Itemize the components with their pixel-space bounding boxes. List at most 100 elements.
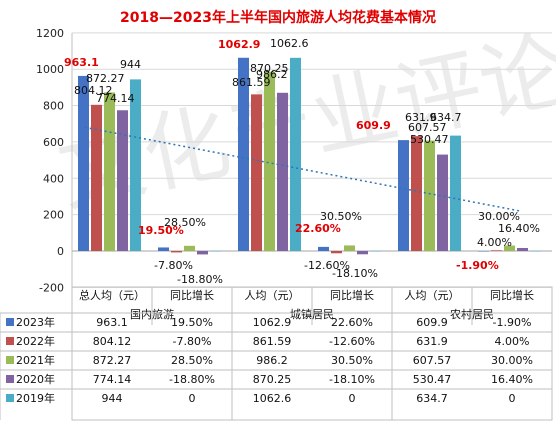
bar-2021年-3 — [344, 245, 355, 251]
data-label-2021年-3: 30.50% — [320, 210, 362, 223]
bar-2021年-5 — [504, 245, 515, 251]
legend-label: 2023年 — [16, 315, 55, 329]
bar-2021年-4 — [424, 140, 435, 251]
table-group-header: 国内旅游 — [130, 307, 174, 321]
table-cell: 634.7 — [416, 392, 448, 405]
y-tick-label: 1200 — [36, 27, 64, 40]
data-labels: 963.1 19.50% 1062.9 22.60% 609.9 -1.90% 804.12… — [64, 37, 540, 286]
table-cell: -7.80% — [173, 335, 212, 348]
data-label-2021年-1: 28.50% — [164, 216, 206, 229]
y-tick-label: 1000 — [36, 63, 64, 76]
bar-2019年-1 — [210, 251, 221, 252]
y-tick-label: 400 — [43, 172, 64, 185]
data-label-2022年-5: 4.00% — [477, 236, 512, 249]
data-label-2020年-3: -18.10% — [332, 267, 378, 280]
bar-2021年-0 — [104, 92, 115, 251]
table-column-header: 人均（元） — [245, 289, 300, 302]
bar-2020年-4 — [437, 154, 448, 251]
data-label-2021年-0: 872.27 — [86, 72, 125, 85]
legend-label: 2019年 — [16, 391, 55, 405]
y-tick-label: 600 — [43, 136, 64, 149]
bar-2019年-2 — [290, 57, 301, 251]
bar-2023年-5 — [478, 251, 489, 252]
data-label-2019年-0: 944 — [120, 58, 141, 71]
data-label-2020年-2: 870.25 — [250, 62, 289, 75]
data-label-2021年-2: 986.2 — [256, 68, 288, 81]
data-label-2022年-4: 631.9 — [405, 111, 437, 124]
bars — [78, 57, 541, 255]
table-cell: 872.27 — [93, 354, 132, 367]
table-cell: 4.00% — [495, 335, 530, 348]
data-label-2020年-1: -18.80% — [177, 273, 223, 286]
table-cell: 861.59 — [253, 335, 292, 348]
table-cell: -18.80% — [169, 373, 215, 386]
table-cell: 1062.6 — [253, 392, 292, 405]
data-label-2020年-4: 530.47 — [410, 133, 449, 146]
bar-2020年-1 — [197, 251, 208, 255]
table-cell: -12.60% — [329, 335, 375, 348]
table-cell: 607.57 — [413, 354, 452, 367]
table-cell: 530.47 — [413, 373, 452, 386]
bar-2020年-2 — [277, 92, 288, 252]
bar-2023年-4 — [398, 140, 409, 251]
y-tick-label: 200 — [43, 209, 64, 222]
table-cell: 30.00% — [491, 354, 533, 367]
table-cell: -18.10% — [329, 373, 375, 386]
table-cell: 22.60% — [331, 316, 373, 329]
table-cell: 870.25 — [253, 373, 292, 386]
table-group-header: 农村居民 — [450, 307, 494, 321]
data-label-2023年-5: -1.90% — [456, 259, 499, 272]
trendline — [84, 126, 521, 212]
bar-2022年-0 — [91, 104, 102, 252]
table-cell: 19.50% — [171, 316, 213, 329]
data-label-2021年-4: 607.57 — [408, 121, 447, 134]
data-label-2023年-1: 19.50% — [138, 224, 184, 237]
data-label-2023年-0: 963.1 — [64, 56, 99, 69]
y-tick-label: -200 — [39, 281, 64, 294]
table-cell: 631.9 — [416, 335, 448, 348]
trend-line — [84, 126, 521, 212]
data-label-2020年-0: 774.14 — [96, 92, 135, 105]
table-group-header: 城镇居民 — [290, 307, 334, 321]
table-cell: 0 — [349, 392, 356, 405]
bar-2019年-4 — [450, 135, 461, 251]
data-label-2023年-3: 22.60% — [295, 222, 341, 235]
table-cell: 16.40% — [491, 373, 533, 386]
data-label-2022年-1: -7.80% — [154, 259, 193, 272]
legend-swatch — [6, 318, 14, 326]
data-label-2021年-5: 30.00% — [478, 210, 520, 223]
table-cell: 0 — [189, 392, 196, 405]
legend-swatch — [6, 356, 14, 364]
bar-2023年-3 — [318, 246, 329, 251]
table-cell: 1062.9 — [253, 316, 292, 329]
bar-2020年-3 — [357, 251, 368, 255]
table-cell: 30.50% — [331, 354, 373, 367]
bar-2022年-5 — [491, 250, 502, 251]
legend-label: 2022年 — [16, 334, 55, 348]
bar-2019年-5 — [530, 251, 541, 252]
table-column-header: 同比增长 — [170, 288, 214, 302]
bar-2023年-0 — [78, 75, 89, 251]
table-cell: 28.50% — [171, 354, 213, 367]
table-cell: -1.90% — [493, 316, 532, 329]
table-cell: 0 — [509, 392, 516, 405]
data-label-2023年-2: 1062.9 — [218, 38, 260, 51]
legend-swatch — [6, 375, 14, 383]
table-cell: 804.12 — [93, 335, 132, 348]
y-tick-label: 800 — [43, 100, 64, 113]
legend-label: 2021年 — [16, 353, 55, 367]
data-label-2022年-3: -12.60% — [304, 259, 350, 272]
table-cell: 986.2 — [256, 354, 288, 367]
legend-label: 2020年 — [16, 372, 55, 386]
bar-2021年-2 — [264, 71, 275, 252]
data-label-2020年-5: 16.40% — [498, 222, 540, 235]
table-column-header: 同比增长 — [330, 288, 374, 302]
table-column-header: 同比增长 — [490, 288, 534, 302]
legend-swatch — [6, 394, 14, 402]
data-label-2019年-2: 1062.6 — [270, 37, 309, 50]
legend-swatch — [6, 337, 14, 345]
gridlines: -200 0 200 400 600 800 1000 1200 — [36, 27, 552, 294]
bar-2022年-1 — [171, 251, 182, 253]
bar-2023年-2 — [238, 57, 249, 252]
